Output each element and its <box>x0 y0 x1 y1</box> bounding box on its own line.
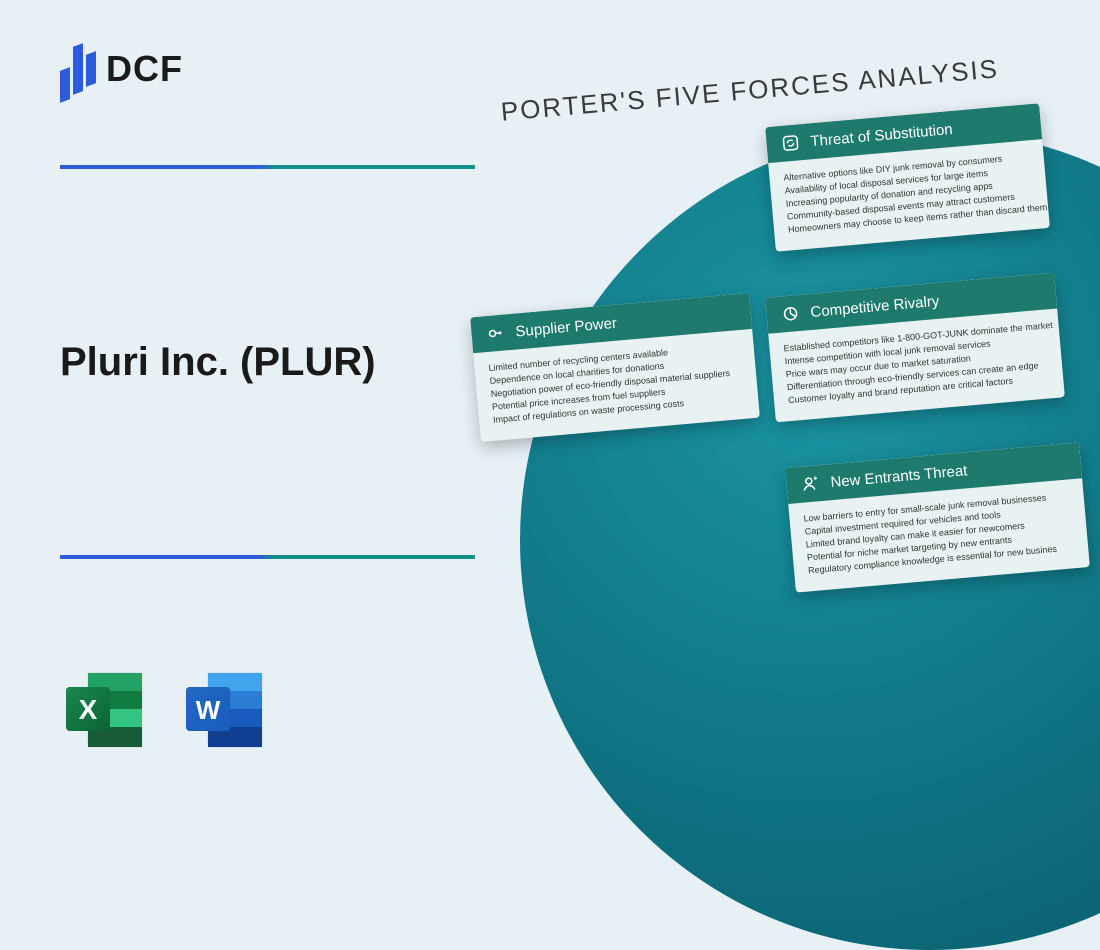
svg-text:X: X <box>79 694 98 725</box>
pie-chart-icon <box>780 303 802 325</box>
svg-text:W: W <box>196 695 221 725</box>
card-title: New Entrants Threat <box>830 462 968 491</box>
user-plus-icon <box>800 473 822 495</box>
excel-icon: X <box>60 665 150 755</box>
card-threat-substitution: Threat of Substitution Alternative optio… <box>765 103 1050 252</box>
card-title: Supplier Power <box>515 314 618 340</box>
word-icon: W <box>180 665 270 755</box>
logo-bars-icon <box>60 45 96 93</box>
card-title: Competitive Rivalry <box>810 292 940 320</box>
divider-bottom <box>60 555 475 559</box>
logo-text: DCF <box>106 48 183 90</box>
company-title: Pluri Inc. (PLUR) <box>60 340 376 385</box>
divider-top <box>60 165 475 169</box>
refresh-icon <box>780 132 802 154</box>
card-title: Threat of Substitution <box>810 120 954 149</box>
card-competitive-rivalry: Competitive Rivalry Established competit… <box>765 273 1065 423</box>
card-supplier-power: Supplier Power Limited number of recycli… <box>470 293 760 442</box>
key-icon <box>485 322 507 344</box>
dcf-logo: DCF <box>60 45 183 93</box>
card-new-entrants: New Entrants Threat Low barriers to entr… <box>785 442 1090 592</box>
file-icons-row: X W <box>60 665 270 755</box>
